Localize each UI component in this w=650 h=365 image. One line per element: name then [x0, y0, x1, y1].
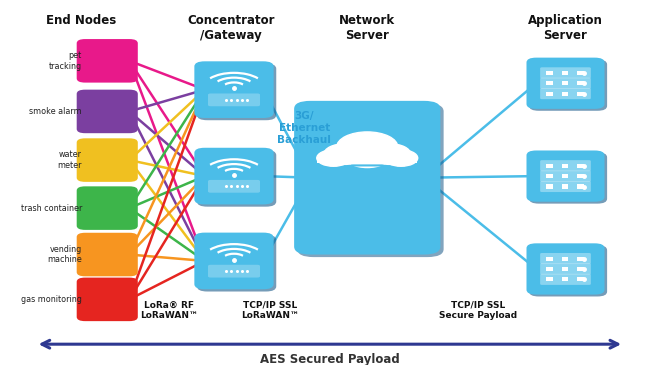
FancyBboxPatch shape: [208, 93, 260, 106]
Text: Network
Server: Network Server: [339, 14, 395, 42]
Circle shape: [324, 144, 366, 164]
FancyBboxPatch shape: [540, 170, 591, 182]
Bar: [577, 257, 584, 261]
FancyBboxPatch shape: [77, 278, 138, 321]
FancyBboxPatch shape: [540, 67, 591, 78]
FancyBboxPatch shape: [77, 90, 138, 133]
Bar: [577, 174, 584, 178]
Bar: [562, 174, 568, 178]
Bar: [546, 164, 552, 168]
Text: AES Secured Payload: AES Secured Payload: [260, 353, 400, 365]
Bar: [577, 71, 584, 75]
Circle shape: [369, 144, 411, 164]
FancyBboxPatch shape: [540, 181, 591, 192]
FancyBboxPatch shape: [297, 103, 443, 257]
Bar: [546, 267, 552, 271]
FancyBboxPatch shape: [540, 88, 591, 99]
FancyBboxPatch shape: [197, 235, 276, 292]
FancyBboxPatch shape: [540, 78, 591, 89]
FancyBboxPatch shape: [540, 264, 591, 274]
Bar: [577, 92, 584, 96]
Text: gas monitoring: gas monitoring: [21, 295, 82, 304]
Text: trash container: trash container: [21, 204, 82, 213]
Text: vending
machine: vending machine: [47, 245, 82, 264]
FancyBboxPatch shape: [197, 64, 276, 120]
Text: smoke alarm: smoke alarm: [29, 107, 82, 116]
Bar: [562, 277, 568, 281]
Text: End Nodes: End Nodes: [46, 14, 116, 27]
FancyBboxPatch shape: [208, 265, 260, 277]
Circle shape: [384, 150, 418, 166]
Bar: [577, 81, 584, 85]
Bar: [562, 257, 568, 261]
FancyBboxPatch shape: [77, 138, 138, 182]
FancyBboxPatch shape: [194, 148, 274, 204]
FancyBboxPatch shape: [194, 61, 274, 118]
Bar: [546, 184, 552, 188]
FancyBboxPatch shape: [77, 187, 138, 230]
Bar: [546, 174, 552, 178]
FancyBboxPatch shape: [526, 150, 604, 202]
FancyBboxPatch shape: [540, 160, 591, 171]
Text: Application
Server: Application Server: [528, 14, 603, 42]
Bar: [562, 164, 568, 168]
FancyBboxPatch shape: [194, 233, 274, 289]
Bar: [546, 257, 552, 261]
Bar: [562, 81, 568, 85]
FancyBboxPatch shape: [540, 274, 591, 285]
FancyBboxPatch shape: [529, 59, 607, 111]
FancyBboxPatch shape: [529, 245, 607, 296]
Text: LoRa® RF
LoRaWAN™: LoRa® RF LoRaWAN™: [140, 301, 198, 320]
FancyBboxPatch shape: [208, 180, 260, 193]
Circle shape: [317, 150, 350, 166]
Circle shape: [344, 145, 390, 168]
Bar: [562, 184, 568, 188]
Text: TCP/IP SSL
Secure Payload: TCP/IP SSL Secure Payload: [439, 301, 517, 320]
Bar: [562, 267, 568, 271]
Bar: [546, 71, 552, 75]
FancyBboxPatch shape: [526, 243, 604, 295]
Text: 3G/
Ethernet
Backhaul: 3G/ Ethernet Backhaul: [278, 111, 331, 146]
FancyBboxPatch shape: [294, 101, 440, 254]
Bar: [577, 164, 584, 168]
Bar: [546, 92, 552, 96]
FancyBboxPatch shape: [526, 58, 604, 109]
Bar: [577, 267, 584, 271]
Text: pet
tracking: pet tracking: [49, 51, 82, 70]
FancyBboxPatch shape: [540, 253, 591, 264]
Text: TCP/IP SSL
LoRaWAN™: TCP/IP SSL LoRaWAN™: [240, 301, 299, 320]
Bar: [546, 81, 552, 85]
Bar: [562, 92, 568, 96]
Bar: [562, 71, 568, 75]
Text: Concentrator
/Gateway: Concentrator /Gateway: [187, 14, 274, 42]
Bar: [546, 277, 552, 281]
Bar: [317, 158, 417, 163]
FancyBboxPatch shape: [77, 233, 138, 276]
Bar: [577, 184, 584, 188]
Text: water
meter: water meter: [57, 150, 82, 170]
FancyBboxPatch shape: [197, 150, 276, 207]
FancyBboxPatch shape: [77, 39, 138, 82]
Bar: [577, 277, 584, 281]
Circle shape: [337, 132, 398, 162]
FancyBboxPatch shape: [529, 153, 607, 204]
